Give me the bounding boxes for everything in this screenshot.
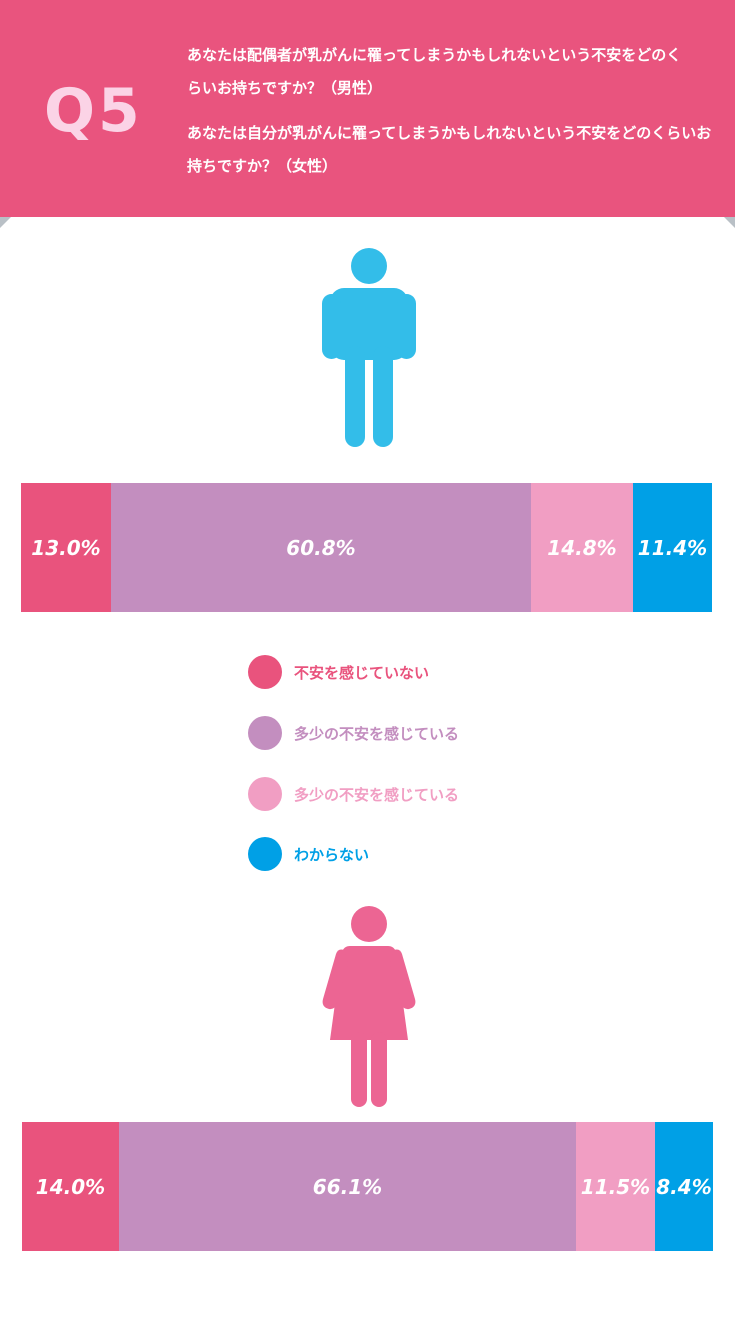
legend-item-3: 多少の不安を感じている	[248, 777, 548, 813]
legend-color-dot	[248, 655, 282, 689]
legend-label: 多少の不安を感じている	[294, 725, 460, 743]
ribbon-fold-right	[724, 217, 735, 228]
bar-segment-female-2: 66.1%	[119, 1122, 576, 1251]
legend-color-dot	[248, 716, 282, 750]
man-figure-icon	[322, 248, 416, 447]
legend-label: わからない	[294, 846, 370, 864]
bar-segment-male-2: 60.8%	[111, 483, 531, 612]
question-text-male: あなたは配偶者が乳がんに罹ってしまうかもしれないという不安をどのくらいお持ちです…	[187, 46, 682, 97]
bar-segment-female-4: 8.4%	[655, 1122, 713, 1251]
legend-item-2: 多少の不安を感じている	[248, 716, 548, 752]
legend-label: 多少の不安を感じている	[294, 786, 460, 804]
legend-item-4: わからない	[248, 837, 548, 873]
ribbon-fold-left	[0, 217, 11, 228]
question-header: Q5 あなたは配偶者が乳がんに罹ってしまうかもしれないという不安をどのくらいお持…	[0, 0, 735, 217]
bar-segment-male-3: 14.8%	[531, 483, 633, 612]
bar-segment-female-1: 14.0%	[22, 1122, 119, 1251]
legend-item-1: 不安を感じていない	[248, 655, 548, 691]
female-stacked-bar: 14.0% 66.1% 11.5% 8.4%	[22, 1122, 713, 1251]
woman-figure-icon	[322, 906, 416, 1107]
legend-color-dot	[248, 837, 282, 871]
legend-label: 不安を感じていない	[294, 664, 430, 682]
legend-color-dot	[248, 777, 282, 811]
bar-segment-male-1: 13.0%	[21, 483, 111, 612]
bar-segment-male-4: 11.4%	[633, 483, 712, 612]
male-stacked-bar: 13.0% 60.8% 14.8% 11.4%	[21, 483, 712, 612]
bar-segment-female-3: 11.5%	[576, 1122, 655, 1251]
question-number-badge: Q5	[44, 76, 143, 146]
question-text-female: あなたは自分が乳がんに罹ってしまうかもしれないという不安をどのくらいお持ちですか…	[187, 124, 712, 175]
